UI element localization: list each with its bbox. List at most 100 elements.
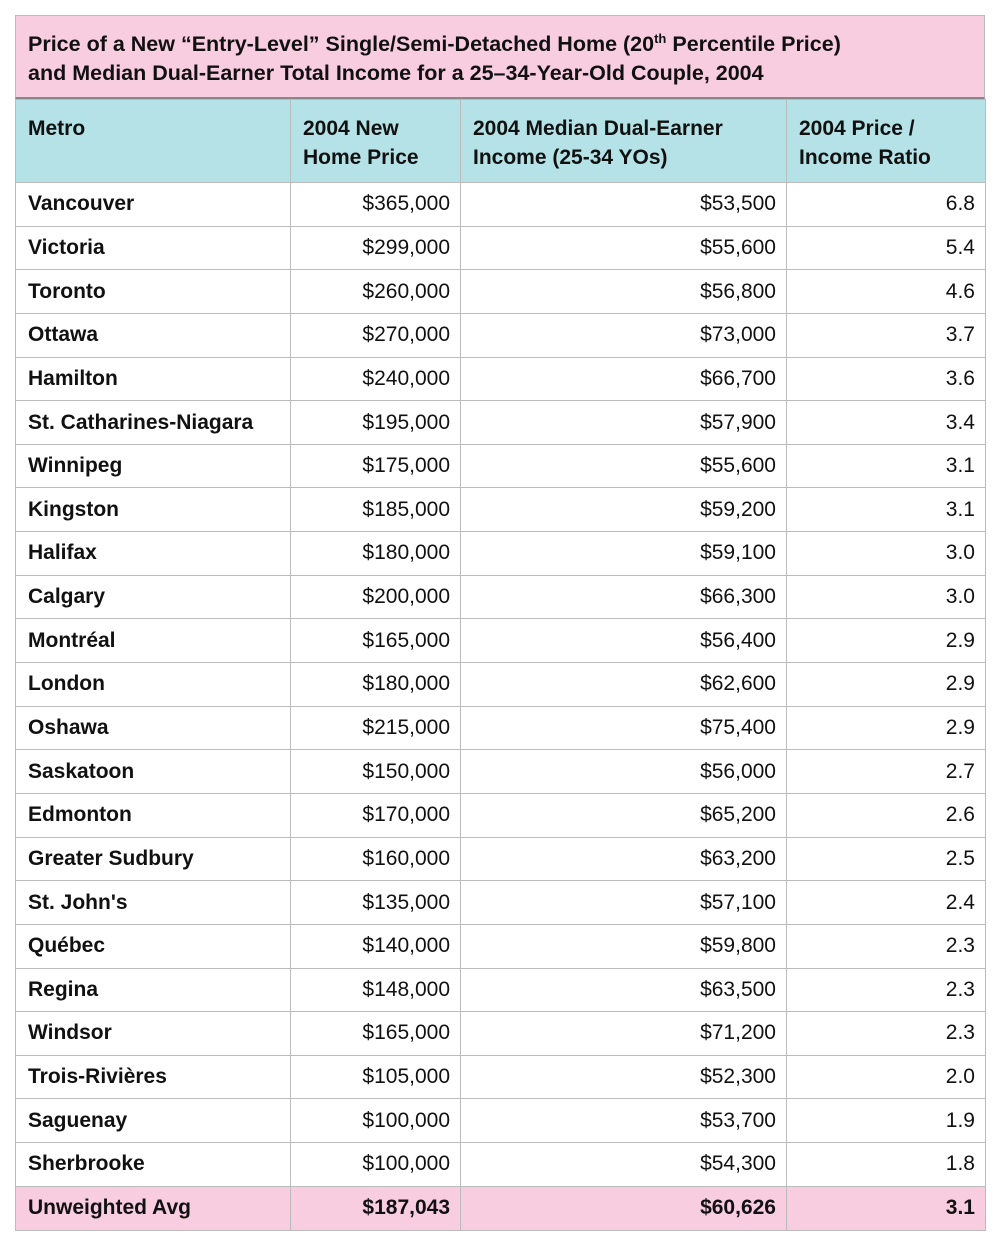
footer-label: Unweighted Avg — [15, 1185, 291, 1231]
numeric-cell: 2.6 — [786, 792, 986, 838]
footer-row: Unweighted Avg $187,043 $60,626 3.1 — [15, 1185, 986, 1231]
table-row: Hamilton $240,000 $66,700 3.6 — [15, 356, 986, 402]
numeric-cell: $185,000 — [290, 487, 461, 533]
metro-name: Québec — [15, 923, 291, 969]
numeric-cell: $260,000 — [290, 269, 461, 314]
numeric-cell: $215,000 — [290, 705, 461, 751]
metro-name: Saguenay — [15, 1098, 291, 1144]
numeric-cell: $59,800 — [460, 923, 787, 969]
numeric-cell: $73,000 — [460, 312, 787, 358]
table-row: St. John's $135,000 $57,100 2.4 — [15, 880, 986, 925]
numeric-cell: $55,600 — [460, 443, 787, 489]
table-row: Winnipeg $175,000 $55,600 3.1 — [15, 443, 986, 489]
numeric-cell: 2.9 — [786, 662, 986, 707]
numeric-cell: 3.6 — [786, 356, 986, 402]
metro-name: Sherbrooke — [15, 1142, 291, 1187]
numeric-cell: 2.5 — [786, 836, 986, 882]
column-header: Metro — [15, 99, 291, 183]
numeric-cell: $365,000 — [290, 182, 461, 227]
numeric-cell: $200,000 — [290, 574, 461, 620]
numeric-cell: 3.1 — [786, 443, 986, 489]
table-row: London $180,000 $62,600 2.9 — [15, 662, 986, 707]
numeric-cell: $57,100 — [460, 880, 787, 925]
metro-name: St. Catharines-Niagara — [15, 400, 291, 445]
numeric-cell: $56,800 — [460, 269, 787, 314]
table-row: Calgary $200,000 $66,300 3.0 — [15, 574, 986, 620]
numeric-cell: 2.3 — [786, 967, 986, 1013]
numeric-cell: $180,000 — [290, 662, 461, 707]
metro-name: Ottawa — [15, 312, 291, 358]
numeric-cell: $165,000 — [290, 1011, 461, 1056]
table-row: Greater Sudbury $160,000 $63,200 2.5 — [15, 836, 986, 882]
numeric-cell: $59,100 — [460, 531, 787, 576]
table-row: Saskatoon $150,000 $56,000 2.7 — [15, 749, 986, 794]
numeric-cell: 4.6 — [786, 269, 986, 314]
numeric-cell: $55,600 — [460, 225, 787, 271]
table-container: Price of a New “Entry-Level” Single/Semi… — [15, 15, 986, 1231]
numeric-cell: $195,000 — [290, 400, 461, 445]
numeric-cell: $63,200 — [460, 836, 787, 882]
header-line: Metro — [28, 117, 86, 140]
title-superscript: th — [654, 30, 667, 46]
column-header: 2004 Price / Income Ratio — [786, 99, 986, 183]
metro-name: Winnipeg — [15, 443, 291, 489]
numeric-cell: $160,000 — [290, 836, 461, 882]
numeric-cell: $59,200 — [460, 487, 787, 533]
numeric-cell: $54,300 — [460, 1142, 787, 1187]
header-line: 2004 Price / — [799, 117, 915, 140]
numeric-cell: 1.8 — [786, 1142, 986, 1187]
footer-value: $60,626 — [460, 1185, 787, 1231]
numeric-cell: 6.8 — [786, 182, 986, 227]
numeric-cell: $175,000 — [290, 443, 461, 489]
table-row: Halifax $180,000 $59,100 3.0 — [15, 531, 986, 576]
metro-name: Saskatoon — [15, 749, 291, 794]
numeric-cell: $66,300 — [460, 574, 787, 620]
numeric-cell: $170,000 — [290, 792, 461, 838]
header-line: Income (25-34 YOs) — [473, 146, 668, 169]
column-header: 2004 New Home Price — [290, 99, 461, 183]
title-part: and Median Dual-Earner Total Income for … — [28, 61, 764, 85]
numeric-cell: 3.7 — [786, 312, 986, 358]
header-line: 2004 New — [303, 117, 399, 140]
numeric-cell: $270,000 — [290, 312, 461, 358]
metro-name: Victoria — [15, 225, 291, 271]
numeric-cell: 3.0 — [786, 574, 986, 620]
table-row: Kingston $185,000 $59,200 3.1 — [15, 487, 986, 533]
table-row: Toronto $260,000 $56,800 4.6 — [15, 269, 986, 314]
table-row: Sherbrooke $100,000 $54,300 1.8 — [15, 1142, 986, 1187]
metro-name: London — [15, 662, 291, 707]
table-row: Oshawa $215,000 $75,400 2.9 — [15, 705, 986, 751]
metro-name: Montréal — [15, 618, 291, 664]
numeric-cell: $150,000 — [290, 749, 461, 794]
numeric-cell: 2.9 — [786, 618, 986, 664]
numeric-cell: $56,400 — [460, 618, 787, 664]
table-row: Québec $140,000 $59,800 2.3 — [15, 923, 986, 969]
table-row: Ottawa $270,000 $73,000 3.7 — [15, 312, 986, 358]
numeric-cell: 2.3 — [786, 923, 986, 969]
numeric-cell: 2.3 — [786, 1011, 986, 1056]
metro-name: Oshawa — [15, 705, 291, 751]
numeric-cell: $63,500 — [460, 967, 787, 1013]
footer-value: 3.1 — [786, 1185, 986, 1231]
numeric-cell: 2.4 — [786, 880, 986, 925]
numeric-cell: $62,600 — [460, 662, 787, 707]
numeric-cell: $148,000 — [290, 967, 461, 1013]
table-row: Trois-Rivières $105,000 $52,300 2.0 — [15, 1054, 986, 1100]
numeric-cell: $299,000 — [290, 225, 461, 271]
metro-name: Vancouver — [15, 182, 291, 227]
metro-name: Halifax — [15, 531, 291, 576]
table-foot: Unweighted Avg $187,043 $60,626 3.1 — [15, 1185, 986, 1231]
numeric-cell: $65,200 — [460, 792, 787, 838]
numeric-cell: $75,400 — [460, 705, 787, 751]
header-line: 2004 Median Dual-Earner — [473, 117, 723, 140]
numeric-cell: $105,000 — [290, 1054, 461, 1100]
table-row: Regina $148,000 $63,500 2.3 — [15, 967, 986, 1013]
numeric-cell: $100,000 — [290, 1098, 461, 1144]
table-head: Metro 2004 New Home Price 2004 Median Dual-… — [15, 99, 986, 183]
numeric-cell: 5.4 — [786, 225, 986, 271]
table-row: Montréal $165,000 $56,400 2.9 — [15, 618, 986, 664]
numeric-cell: $180,000 — [290, 531, 461, 576]
header-row: Metro 2004 New Home Price 2004 Median Dual-… — [15, 99, 986, 183]
title-part: Price of a New “Entry-Level” Single/Semi… — [28, 32, 655, 56]
metro-name: Edmonton — [15, 792, 291, 838]
